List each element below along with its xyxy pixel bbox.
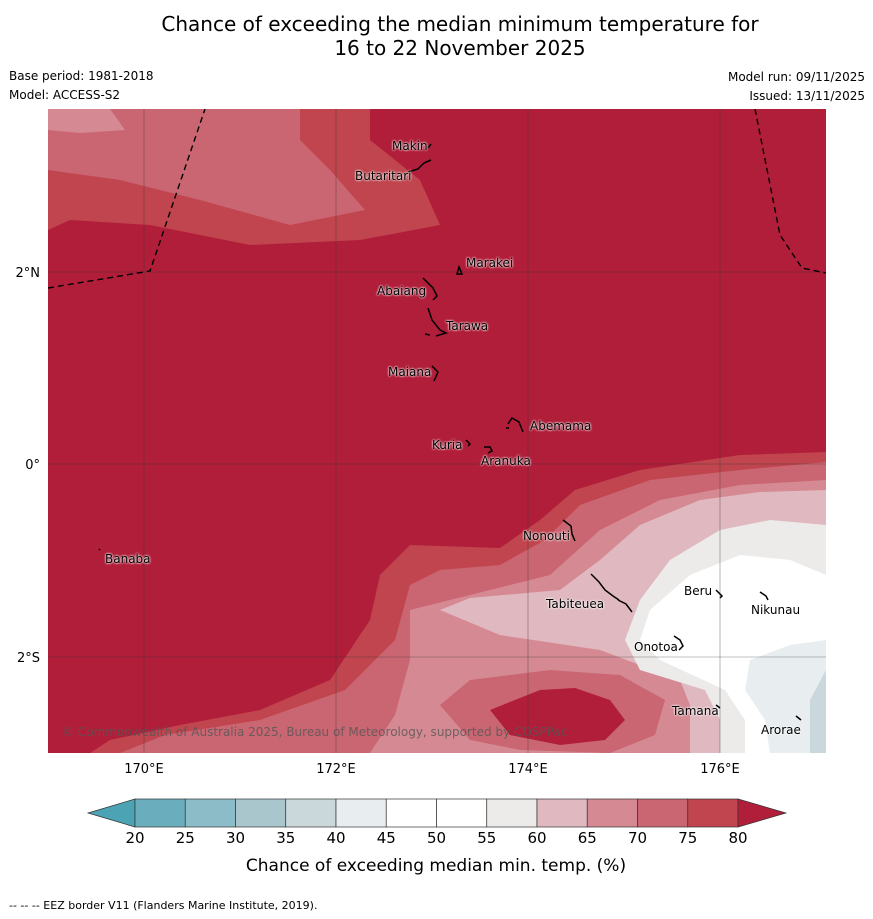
model-name: Model: ACCESS-S2: [9, 88, 121, 102]
colorbar: 20 25 30 35 40 45 50 55 60 65 70 75 80 Chance of exc…: [86, 798, 788, 876]
island-shape-nikunau: [759, 591, 769, 601]
title-line-2: 16 to 22 November 2025: [334, 36, 586, 60]
island-label-tarawa: Tarawa: [446, 319, 489, 333]
island-shape-abaiang: [422, 277, 438, 301]
colorbar-label: Chance of exceeding median min. temp. (%…: [246, 856, 626, 876]
island-shape-nonouti: [562, 519, 576, 542]
colorbar-box-50: [436, 798, 488, 828]
island-label-aranuka: Aranuka: [481, 454, 531, 468]
island-label-abaiang: Abaiang: [377, 284, 427, 298]
x-tick-176E: 176°E: [700, 762, 740, 777]
island-shape-marakei: [456, 264, 464, 275]
map-area: © Commonwealth of Australia 2025, Bureau…: [48, 109, 826, 753]
colorbar-over-arrow: [737, 798, 788, 828]
contour-70-north: [48, 109, 365, 225]
colorbar-box-25: [184, 798, 236, 828]
colorbar-tick-55: 55: [477, 829, 496, 847]
x-tick-172E: 172°E: [316, 762, 356, 777]
y-tick-2N: 2°N: [16, 266, 41, 281]
contour-80-pocket: [490, 688, 625, 745]
gridlines: [48, 109, 826, 753]
colorbar-tick-20: 20: [125, 829, 144, 847]
colorbar-tick-40: 40: [326, 829, 345, 847]
base-period: Base period: 1981-2018: [9, 69, 154, 83]
contour-65-north: [48, 109, 125, 133]
colorbar-box-60: [536, 798, 588, 828]
colorbar-tick-25: 25: [176, 829, 195, 847]
island-label-kuria: Kuria: [432, 438, 463, 452]
island-label-nonouti: Nonouti: [523, 529, 570, 543]
colorbar-tick-65: 65: [578, 829, 597, 847]
island-label-tamana: Tamana: [672, 704, 719, 718]
island-shape-tarawa: [424, 307, 449, 337]
colorbar-box-30: [235, 798, 287, 828]
y-tick-0: 0°: [25, 458, 40, 473]
island-label-nikunau: Nikunau: [751, 603, 801, 617]
eez-border-west: [48, 109, 206, 289]
island-shape-abemama: [506, 417, 524, 433]
x-tick-170E: 170°E: [124, 762, 164, 777]
island-label-butaritari: Butaritari: [355, 169, 412, 183]
island-shape-beru: [715, 589, 724, 599]
colorbar-under-arrow: [86, 798, 136, 828]
colorbar-tick-50: 50: [427, 829, 446, 847]
model-run-date: Model run: 09/11/2025: [727, 70, 865, 84]
island-label-tabiteuea: Tabiteuea: [546, 597, 605, 611]
colorbar-tick-60: 60: [527, 829, 546, 847]
colorbar-box-40: [335, 798, 387, 828]
colorbar-box-45: [385, 798, 437, 828]
island-shape-tabiteuea: [590, 573, 633, 613]
island-shape-maiana: [431, 365, 439, 382]
colorbar-box-20: [134, 798, 186, 828]
copyright-notice: © Commonwealth of Australia 2025, Bureau…: [62, 725, 567, 739]
island-outlines: [98, 143, 802, 721]
island-label-maiana: Maiana: [388, 365, 432, 379]
colorbar-ticks: 20 25 30 35 40 45 50 55 60 65 70 75 80: [125, 829, 747, 847]
colorbar-box-65: [586, 798, 638, 828]
colorbar-tick-30: 30: [226, 829, 245, 847]
eez-footnote: -- -- -- EEZ border V11 (Flanders Marine…: [9, 899, 318, 912]
island-shape-kuria: [465, 439, 472, 447]
island-shape-butaritari: [407, 159, 432, 173]
colorbar-box-35: [285, 798, 337, 828]
island-label-onotoa: Onotoa: [634, 640, 678, 654]
eez-border-east: [754, 109, 826, 274]
island-shape-arorae: [795, 715, 802, 721]
colorbar-tick-70: 70: [628, 829, 647, 847]
island-label-arorae: Arorae: [761, 723, 801, 737]
issued-date: Issued: 13/11/2025: [749, 89, 865, 103]
colorbar-box-75: [687, 798, 739, 828]
colorbar-boxes: [134, 798, 739, 828]
island-shape-makin: [427, 143, 432, 149]
island-shape-tamana: [715, 704, 721, 709]
colorbar-tick-75: 75: [678, 829, 697, 847]
colorbar-box-70: [637, 798, 689, 828]
island-label-makin: Makin: [392, 139, 428, 153]
colorbar-tick-80: 80: [728, 829, 747, 847]
contour-40-south: [745, 640, 826, 753]
island-shape-aranuka: [484, 446, 494, 454]
colorbar-tick-35: 35: [276, 829, 295, 847]
island-label-banaba: Banaba: [105, 552, 151, 566]
island-shape-onotoa: [673, 635, 684, 651]
island-shape-banaba: [98, 548, 101, 551]
axis-labels: 170°E 172°E 174°E 176°E 2°N 0° 2°S: [16, 266, 740, 777]
colorbar-box-55: [486, 798, 538, 828]
contour-35-south: [810, 670, 826, 753]
title-line-1: Chance of exceeding the median minimum t…: [161, 12, 759, 36]
chart-title: Chance of exceeding the median minimum t…: [0, 12, 873, 60]
island-label-beru: Beru: [684, 584, 713, 598]
colorbar-tick-45: 45: [377, 829, 396, 847]
y-tick-2S: 2°S: [17, 651, 40, 666]
island-label-marakei: Marakei: [466, 256, 514, 270]
island-label-abemama: Abemama: [530, 419, 592, 433]
x-tick-174E: 174°E: [508, 762, 548, 777]
